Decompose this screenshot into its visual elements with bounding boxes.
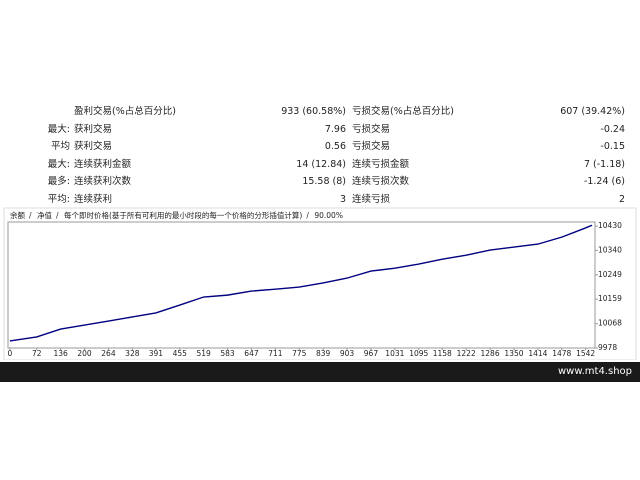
- table-cell: 连续获利: [74, 194, 113, 205]
- x-tick-label: 1286: [481, 349, 500, 358]
- table-cell: -0.15: [600, 141, 625, 153]
- x-tick-label: 200: [77, 349, 92, 358]
- x-tick-label: 903: [340, 349, 355, 358]
- legend-entry: 每个即时价格(基于所有可利用的最小时段的每一个价格的分形插值计算): [64, 210, 302, 220]
- table-cell: 15.58 (8): [302, 176, 346, 188]
- table-cell: 亏损交易: [352, 141, 391, 153]
- y-tick-label: 9978: [598, 343, 617, 352]
- table-cell: 最大:: [47, 158, 70, 170]
- x-tick-label: 1031: [385, 349, 404, 358]
- table-cell: 14 (12.84): [296, 158, 346, 170]
- x-tick-label: 711: [268, 349, 283, 358]
- chart: 余额 / 净值 / 每个即时价格(基于所有可利用的最小时段的每一个价格的分形插值计算) /…: [3, 207, 637, 360]
- table-cell: 连续亏损: [352, 194, 391, 205]
- table-cell: 亏损交易: [352, 123, 391, 135]
- legend-separator: /: [56, 211, 59, 220]
- x-tick-label: 519: [197, 349, 212, 358]
- y-tick-label: 10068: [598, 319, 622, 328]
- x-tick-label: 1478: [552, 349, 571, 358]
- x-tick-label: 1414: [528, 349, 547, 358]
- legend-separator: /: [306, 211, 309, 220]
- table-cell: -0.24: [600, 123, 625, 135]
- table-cell: 盈利交易(%占总百分比): [74, 106, 176, 117]
- x-tick-label: 1095: [409, 349, 428, 358]
- table-cell: 0.56: [324, 141, 346, 153]
- table-cell: 获利交易: [74, 123, 113, 135]
- x-tick-label: 264: [101, 349, 116, 358]
- legend-entry: 净值: [37, 210, 52, 220]
- balance-line: [9, 224, 593, 342]
- y-tick-label: 10340: [598, 245, 622, 254]
- table-cell: 连续获利金额: [74, 158, 132, 170]
- x-tick-label: 967: [364, 349, 379, 358]
- table-cell: 3: [339, 194, 346, 205]
- table-cell: 平均:: [47, 194, 70, 205]
- y-tick-label: 10430: [598, 221, 622, 230]
- table-cell: 2: [618, 194, 625, 205]
- table-cell: 连续获利次数: [74, 176, 132, 188]
- x-tick-label: 1158: [433, 349, 452, 358]
- x-tick-label: 0: [7, 349, 12, 358]
- x-tick-label: 136: [53, 349, 68, 358]
- legend-entry: 90.00%: [314, 211, 343, 220]
- table-cell: 连续亏损金额: [352, 158, 410, 170]
- x-tick-label: 1542: [576, 349, 595, 358]
- table-cell: 7 (-1.18): [583, 158, 625, 170]
- x-tick-label: 391: [149, 349, 164, 358]
- x-tick-label: 583: [220, 349, 235, 358]
- table-cell: 亏损交易(%占总百分比): [352, 106, 454, 117]
- legend-separator: /: [29, 211, 32, 220]
- x-tick-label: 328: [125, 349, 140, 358]
- table-cell: 最多:: [47, 176, 70, 188]
- table-cell: -1.24 (6): [583, 176, 625, 188]
- x-tick-label: 647: [244, 349, 259, 358]
- x-tick-label: 455: [173, 349, 188, 358]
- y-tick-label: 10249: [598, 270, 622, 279]
- table-cell: 平均: [50, 141, 70, 153]
- footer-bar: www.mt4.shop: [0, 362, 640, 382]
- legend-entry: 余额: [10, 210, 25, 220]
- x-tick-label: 839: [316, 349, 331, 358]
- table-cell: 最大:: [47, 123, 70, 135]
- table-cell: 获利交易: [74, 141, 113, 153]
- x-tick-label: 1350: [504, 349, 523, 358]
- x-tick-label: 72: [32, 349, 42, 358]
- table-cell: 933 (60.58%): [281, 106, 346, 117]
- plot-frame: [7, 221, 596, 349]
- x-tick-label: 775: [292, 349, 307, 358]
- site-label: www.mt4.shop: [557, 366, 632, 377]
- table-cell: 连续亏损次数: [352, 176, 410, 188]
- y-tick-label: 10159: [598, 294, 622, 303]
- table-cell: 607 (39.42%): [560, 106, 625, 117]
- table-cell: 7.96: [324, 123, 346, 135]
- x-tick-label: 1222: [457, 349, 476, 358]
